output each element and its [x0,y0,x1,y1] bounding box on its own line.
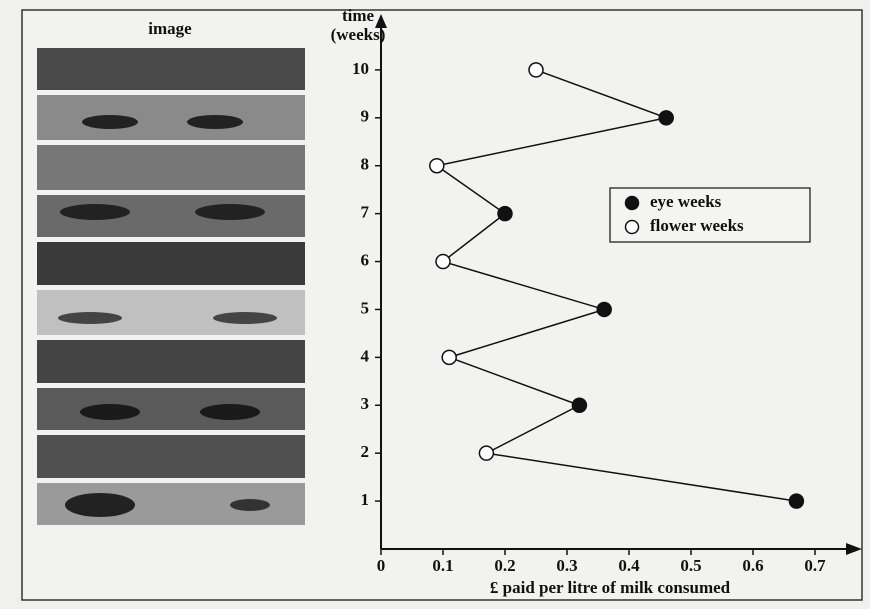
x-tick-label: 0.7 [804,556,826,575]
point [658,110,674,126]
y-tick-label: 4 [361,346,370,365]
legend-box [609,187,811,243]
legend-marker [624,219,640,235]
x-tick-label: 0.3 [556,556,577,575]
point [441,349,457,366]
legend-label: eye weeks [650,192,722,211]
image-column-label: image [148,19,192,38]
y-tick-label: 7 [361,203,370,222]
y-tick-label: 3 [361,394,370,413]
y-tick-label: 6 [361,250,370,269]
y-axis-label: time (weeks) [330,6,386,44]
point [497,205,513,222]
x-axis-arrow [846,543,862,555]
x-tick-label: 0 [377,556,386,575]
x-tick-label: 0.4 [618,556,640,575]
y-tick-label: 8 [361,155,370,174]
x-tick-label: 0.6 [742,556,763,575]
y-tick-label: 1 [361,490,370,509]
y-tick-label: 5 [361,298,370,317]
legend-marker [624,195,640,211]
y-tick-label: 2 [361,442,370,461]
point [478,445,495,461]
point [528,62,544,78]
connecting-line [434,69,797,502]
point [429,157,445,174]
x-axis-label: £ paid per litre of milk consumed [490,578,731,597]
image-strips [37,48,305,525]
x-tick-label: 0.5 [680,556,701,575]
y-tick-label: 10 [352,59,369,78]
point [435,253,451,270]
y-tick-label: 9 [361,107,370,126]
point [596,301,612,318]
x-tick-label: 0.1 [432,556,453,575]
y-axis-arrow [375,14,387,28]
legend-label: flower weeks [650,216,744,235]
point [571,397,588,414]
point [788,493,805,509]
x-tick-label: 0.2 [494,556,515,575]
